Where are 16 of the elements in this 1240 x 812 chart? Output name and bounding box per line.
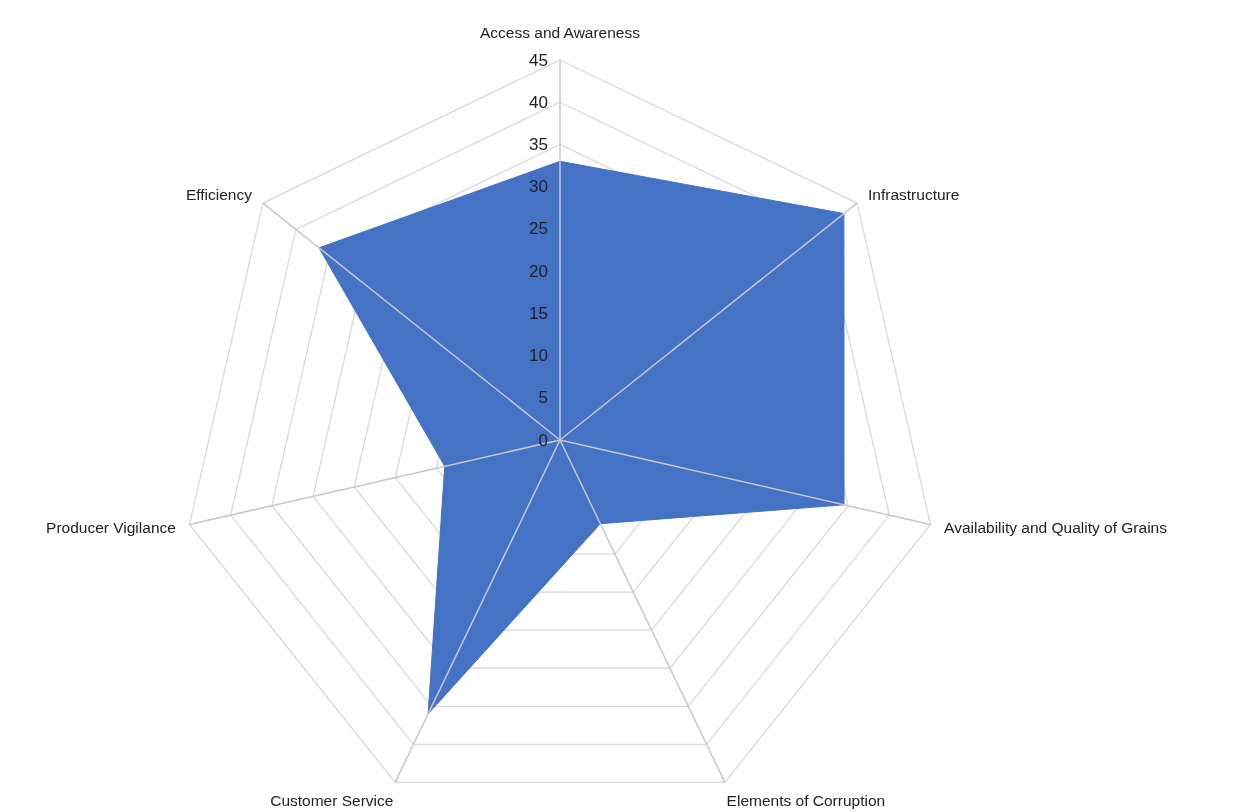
spoke-label: Elements of Corruption bbox=[726, 791, 886, 809]
y-tick-label: 25 bbox=[529, 219, 548, 239]
spoke-label: Customer Service bbox=[270, 791, 394, 809]
y-tick-label: 35 bbox=[529, 134, 548, 154]
y-tick-label: 15 bbox=[529, 303, 548, 323]
y-tick-label: 30 bbox=[529, 177, 548, 197]
spoke-label: Access and Awareness bbox=[480, 24, 641, 41]
y-tick-label: 10 bbox=[529, 346, 548, 366]
y-tick-label: 5 bbox=[538, 388, 548, 408]
spoke-label: Efficiency bbox=[185, 185, 253, 203]
spoke-label: Availability and Quality of Grains bbox=[944, 519, 1168, 537]
spoke-label: Infrastructure bbox=[868, 185, 960, 203]
spoke-label: Producer Vigilance bbox=[46, 519, 176, 537]
y-tick-label: 20 bbox=[529, 261, 548, 281]
y-tick-label: 45 bbox=[529, 50, 548, 70]
y-tick-label: 40 bbox=[529, 92, 548, 112]
